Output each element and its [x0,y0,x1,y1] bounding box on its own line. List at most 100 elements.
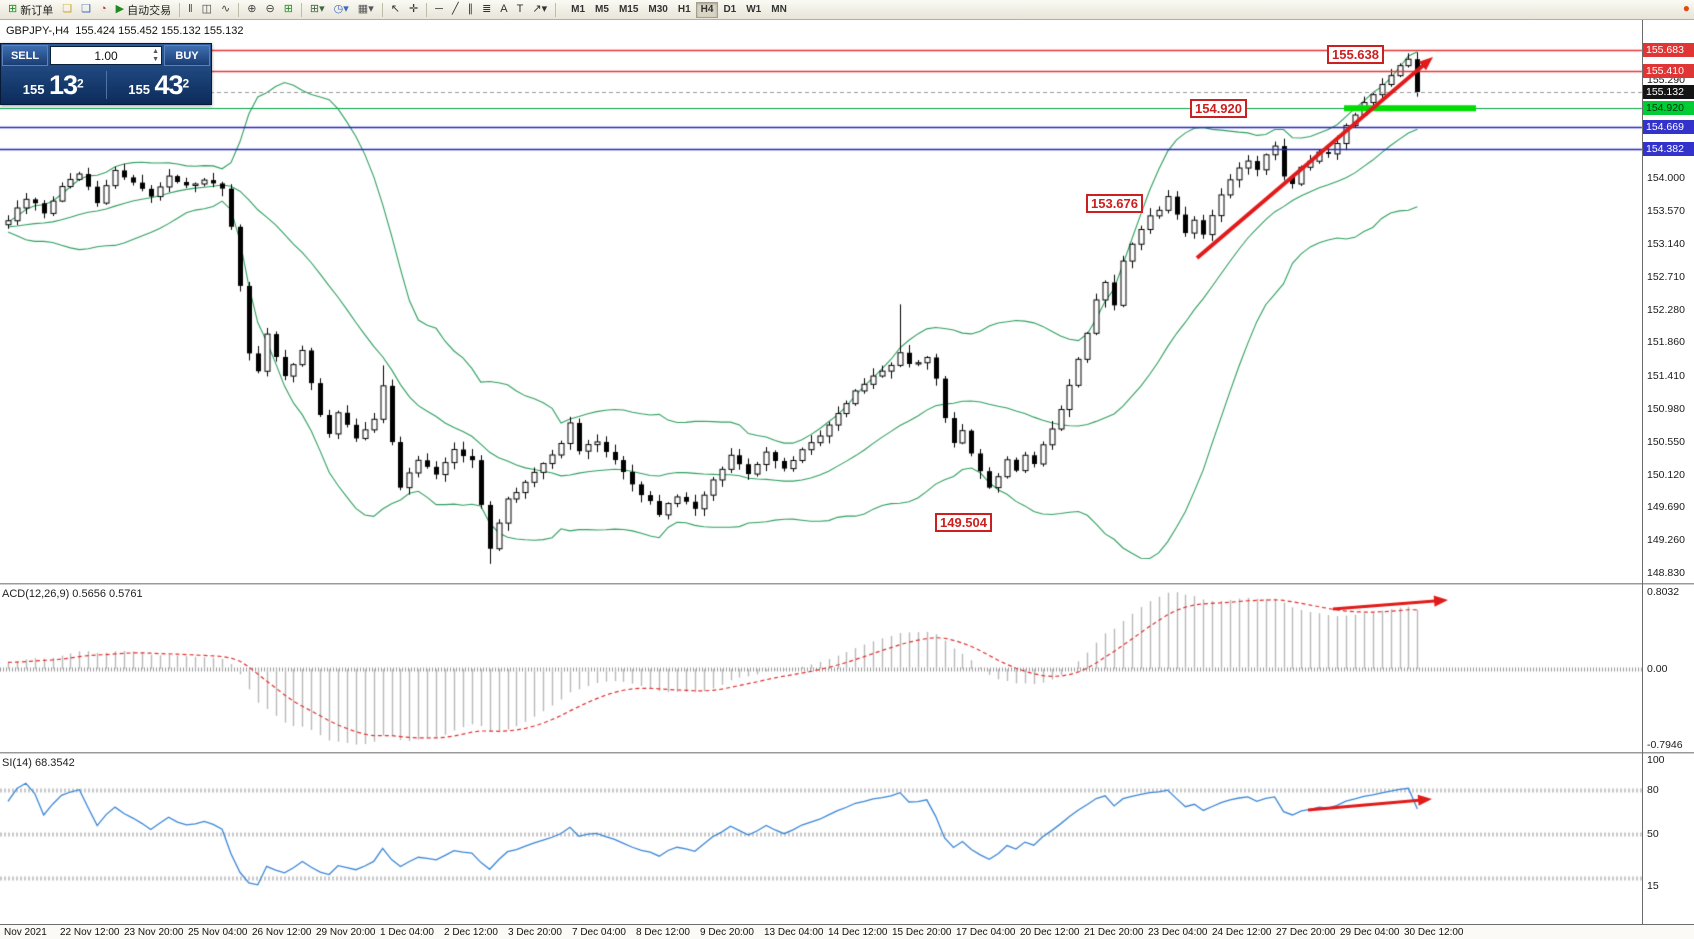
candlestick-chart-button[interactable]: ◫ [198,1,216,18]
new-order-button[interactable]: ⊞ 新订单 [4,1,57,18]
data-window-icon[interactable]: ◔ [96,1,111,18]
price-scale-label: 149.260 [1647,534,1685,547]
price-scale-label: 152.280 [1647,303,1685,316]
time-label: 2 Dec 12:00 [444,927,498,938]
time-label: 30 Dec 12:00 [1404,927,1464,938]
fibonacci-icon: ≣ [482,3,492,15]
rsi-scale-label: 100 [1647,754,1665,766]
price-tag: 154.382 [1643,142,1694,157]
zoom-in-button[interactable]: ⊕ [243,1,260,18]
time-label: 29 Dec 04:00 [1340,927,1400,938]
time-label: 9 Dec 20:00 [700,927,754,938]
record-icon[interactable]: ● [1682,1,1690,15]
tile-windows-button[interactable]: ⊞ [280,1,297,18]
symbol-ohlc-header: GBPJPY-,H4 155.424 155.452 155.132 155.1… [6,25,244,37]
price-scale-label: 153.140 [1647,238,1685,251]
chart-profile-icon[interactable]: ❏ [58,1,76,18]
price-annotation[interactable]: 155.638 [1327,45,1384,64]
price-annotation[interactable]: 154.920 [1190,99,1247,118]
autotrading-button[interactable]: ▶ 自动交易 [112,1,175,18]
time-label: 8 Dec 12:00 [636,927,690,938]
panel-separator[interactable] [0,752,1694,754]
data-window-icon: ◔ [99,3,107,15]
period-dropdown[interactable]: ◷▾ [330,1,353,18]
timeframe-m5[interactable]: M5 [590,2,614,18]
price-axis-border [1642,20,1643,924]
time-label: 25 Nov 04:00 [188,927,248,938]
price-scale-label: 153.570 [1647,205,1685,218]
bar-chart-button[interactable]: ‖ [184,1,197,18]
volume-spinner-icon[interactable]: ▲ ▼ [152,48,159,63]
trendline-button[interactable]: ╱ [448,1,463,18]
price-annotation[interactable]: 153.676 [1086,194,1143,213]
market-watch-icon[interactable]: ❏ [77,1,95,18]
timeframe-h1[interactable]: H1 [673,2,696,18]
rsi-scale-label: 15 [1647,879,1659,892]
time-label: 23 Dec 04:00 [1148,927,1208,938]
price-tag: 155.132 [1643,85,1694,100]
toolbar-separator [238,2,240,17]
buy-pips: 43 [154,69,183,100]
sell-price[interactable]: 155 132 [1,69,106,100]
text-button[interactable]: A [496,1,511,18]
price-tag: 155.683 [1643,43,1694,57]
label-icon: T [516,3,524,15]
template-dropdown[interactable]: ▦▾ [354,1,378,18]
toolbar-separator [179,2,181,17]
time-label: 29 Nov 20:00 [316,927,376,938]
zoom-out-button[interactable]: ⊖ [261,1,278,18]
one-click-trading-panel: SELL 1.00 ▲ ▼ BUY 155 132 155 432 [0,43,212,105]
time-label: 7 Dec 04:00 [572,927,626,938]
timeframe-mn[interactable]: MN [766,2,792,18]
line-chart-button[interactable]: ∿ [217,1,234,18]
time-label: 26 Nov 12:00 [252,927,312,938]
crosshair-icon: ✛ [408,3,419,15]
time-axis[interactable]: Nov 2021 22 Nov 12:00 23 Nov 20:00 25 Nov 0… [0,924,1694,939]
fibonacci-button[interactable]: ≣ [478,1,495,18]
price-scale-label: 151.410 [1647,370,1685,383]
sell-pipette: 2 [77,76,84,91]
arrows-dropdown[interactable]: ↗▾ [528,1,551,18]
crosshair-button[interactable]: ✛ [405,1,422,18]
timeframe-d1[interactable]: D1 [718,2,741,18]
price-scale-label: 150.550 [1647,435,1685,448]
timeframe-group: M1 M5 M15 M30 H1 H4 D1 W1 MN [566,1,792,18]
price-divider [105,71,107,99]
buy-price[interactable]: 155 432 [107,69,212,100]
buy-pipette: 2 [182,76,190,91]
new-chart-dropdown[interactable]: ⊞▾ [306,1,329,18]
label-button[interactable]: T [513,1,528,18]
timeframe-m1[interactable]: M1 [566,2,590,18]
rsi-indicator-label: SI(14) 68.3542 [2,757,75,769]
volume-stepper[interactable]: 1.00 ▲ ▼ [50,46,162,65]
timeframe-w1[interactable]: W1 [741,2,766,18]
timeframe-m15[interactable]: M15 [614,2,643,18]
price-scale-label: 151.860 [1647,335,1685,348]
time-label: 15 Dec 20:00 [892,927,952,938]
price-scale-label: 150.980 [1647,402,1685,415]
timeframe-h4[interactable]: H4 [695,1,719,18]
price-scale-label: 148.830 [1647,567,1685,580]
time-label: 17 Dec 04:00 [956,927,1016,938]
toolbar-separator [426,2,428,17]
panel-separator[interactable] [0,583,1694,585]
buy-button[interactable]: BUY [164,45,210,66]
bar-chart-icon: ‖ [188,3,193,15]
candlestick-chart-icon: ◫ [201,3,213,15]
buy-big-figure: 155 [128,81,150,97]
sell-big-figure: 155 [22,81,45,97]
price-tag: 155.410 [1643,63,1694,78]
channel-button[interactable]: ∥ [464,1,478,18]
zoom-out-icon: ⊖ [265,3,275,15]
sell-pips: 13 [48,69,78,100]
horizontal-line-button[interactable]: ─ [431,1,447,18]
macd-scale-label: 0.8032 [1647,585,1680,598]
arrows-icon: ↗▾ [532,3,548,15]
sell-button[interactable]: SELL [2,45,48,66]
cursor-button[interactable]: ↖ [387,1,404,18]
timeframe-m30[interactable]: M30 [643,2,672,18]
price-annotation[interactable]: 149.504 [935,513,992,532]
macd-scale-label: -0.7946 [1647,739,1683,752]
time-label: 1 Dec 04:00 [380,927,434,938]
